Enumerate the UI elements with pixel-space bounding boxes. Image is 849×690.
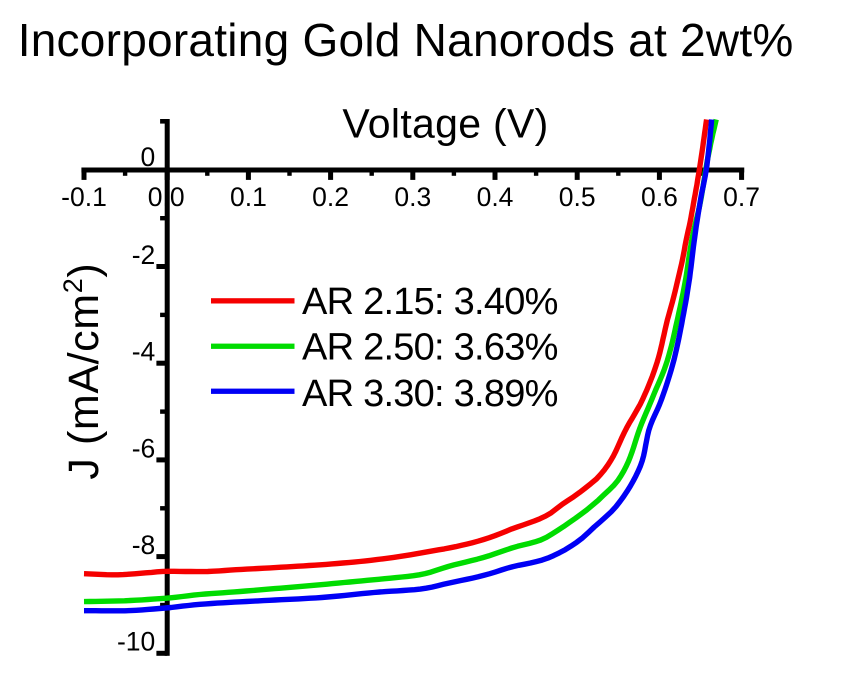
svg-text:0.1: 0.1	[230, 182, 267, 212]
svg-text:J (mA/cm2): J (mA/cm2)	[58, 263, 108, 480]
svg-text:0.5: 0.5	[559, 182, 596, 212]
svg-text:0.6: 0.6	[641, 182, 678, 212]
svg-text:-2: -2	[132, 240, 156, 270]
svg-text:0.4: 0.4	[477, 182, 514, 212]
svg-text:0.2: 0.2	[312, 182, 349, 212]
svg-text:0.7: 0.7	[723, 182, 760, 212]
svg-text:-10: -10	[117, 627, 155, 657]
svg-text:AR 2.50: 3.63%: AR 2.50: 3.63%	[302, 327, 558, 369]
svg-text:Incorporating Gold Nanorods at: Incorporating Gold Nanorods at 2wt%	[18, 14, 794, 66]
svg-text:-6: -6	[132, 433, 156, 463]
svg-text:0: 0	[141, 142, 156, 172]
svg-text:0.3: 0.3	[394, 182, 431, 212]
svg-text:-8: -8	[132, 530, 156, 560]
svg-text:AR 2.15: 3.40%: AR 2.15: 3.40%	[302, 281, 558, 323]
svg-text:AR 3.30: 3.89%: AR 3.30: 3.89%	[302, 373, 558, 415]
svg-text:Voltage (V): Voltage (V)	[342, 101, 548, 147]
svg-text:-4: -4	[132, 337, 156, 367]
svg-text:-0.1: -0.1	[61, 182, 107, 212]
